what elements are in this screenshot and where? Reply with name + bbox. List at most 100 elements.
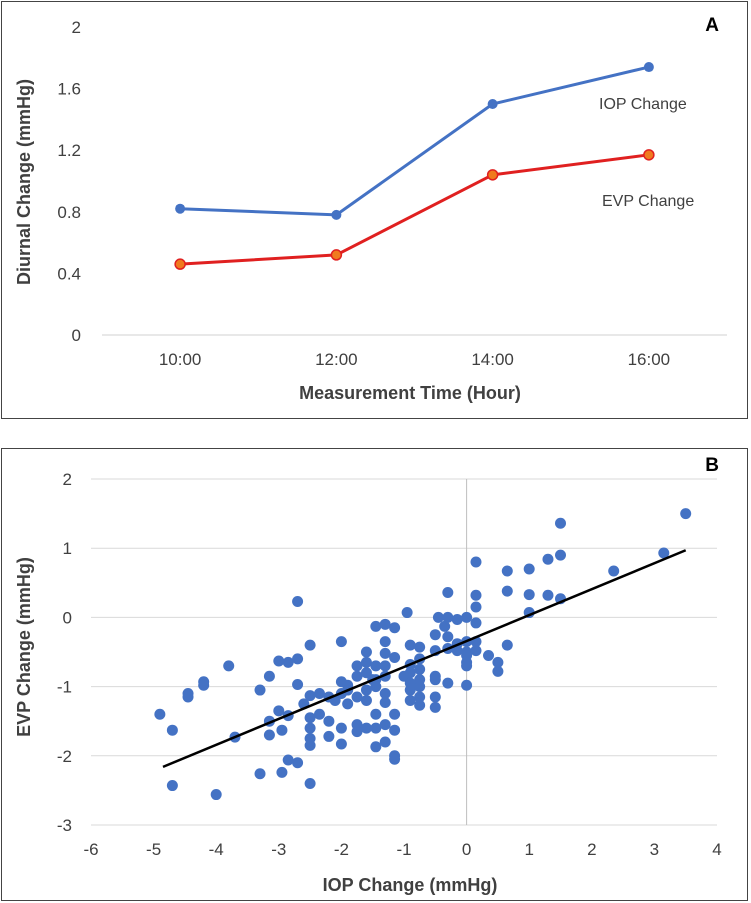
x-tick-label: -6 (83, 840, 98, 859)
scatter-point (304, 712, 316, 724)
scatter-point (166, 724, 178, 736)
scatter-point (470, 589, 482, 601)
scatter-point (342, 698, 354, 710)
scatter-point (370, 722, 382, 734)
scatter-point (470, 645, 482, 657)
scatter-point (555, 517, 566, 529)
series-point-0 (175, 203, 186, 214)
scatter-point (461, 660, 473, 672)
scatter-point (389, 724, 401, 736)
scatter-point (429, 629, 441, 641)
scatter-point (304, 777, 316, 789)
scatter-point (470, 556, 482, 568)
scatter-point (304, 639, 316, 651)
scatter-point (313, 688, 325, 700)
x-tick-label: 10:00 (159, 350, 202, 369)
y-tick-label: 0.4 (57, 264, 81, 283)
y-tick-label: 1 (63, 539, 72, 558)
scatter-point (442, 611, 454, 623)
scatter-point (282, 656, 294, 668)
trendline (162, 549, 687, 769)
scatter-point (379, 688, 391, 700)
x-tick-label: -4 (209, 840, 224, 859)
scatter-point (404, 684, 416, 696)
x-tick-label: 0 (462, 840, 471, 859)
scatter-point (370, 681, 382, 693)
scatter-point (276, 766, 288, 778)
series-line-0 (180, 65, 650, 217)
scatter-point (370, 708, 382, 720)
scatter-point (276, 724, 288, 736)
scatter-point (414, 663, 426, 675)
x-tick-label: 14:00 (471, 350, 514, 369)
scatter-point (379, 736, 391, 748)
scatter-point (461, 679, 473, 691)
scatter-point (292, 679, 304, 691)
series-line-1 (180, 153, 650, 266)
scatter-point (335, 722, 347, 734)
scatter-point (414, 681, 426, 693)
scatter-point (292, 757, 304, 769)
series-point-1 (174, 258, 186, 270)
scatter-point (608, 565, 620, 577)
x-tick-label: -3 (271, 840, 286, 859)
y-tick-label: -2 (57, 747, 72, 766)
series-point-0 (487, 99, 498, 109)
scatter-point (210, 789, 222, 801)
scatter-point (492, 656, 504, 668)
y-tick-label: 1.2 (57, 141, 81, 160)
x-tick-label: 4 (712, 840, 721, 859)
x-tick-label: 1 (524, 840, 533, 859)
y-tick-label: 1.6 (57, 80, 81, 99)
scatter-point (451, 613, 463, 625)
scatter-point (414, 691, 426, 703)
series-label-evp: EVP Change (602, 193, 694, 210)
scatter-point (555, 549, 566, 561)
scatter-point (501, 565, 513, 577)
scatter-point (335, 738, 347, 750)
scatter-point (351, 726, 363, 738)
y-axis-title: Diurnal Change (mmHg) (14, 79, 34, 285)
scatter-point (404, 639, 416, 651)
scatter-point (282, 754, 294, 766)
scatter-point (360, 722, 372, 734)
scatter-point (483, 649, 495, 661)
scatter-point (461, 611, 473, 623)
scatter-point (379, 697, 391, 709)
scatter-point (370, 660, 382, 672)
scatter-point (273, 705, 285, 717)
y-tick-label: -3 (57, 816, 72, 835)
scatter-point (429, 701, 441, 713)
scatter-point (523, 563, 535, 575)
series-point-1 (643, 149, 655, 161)
scatter-point (370, 620, 382, 632)
scatter-chart: -3 -2 -1 0 1 2 -6 -5 -4 -3 -2 -1 0 1 2 3 4 B IOP Change… (14, 455, 722, 895)
scatter-point (389, 753, 401, 765)
scatter-point (432, 611, 444, 623)
scatter-point (542, 553, 554, 565)
scatter-point (379, 618, 391, 630)
scatter-point (351, 670, 363, 682)
series-label-iop: IOP Change (599, 96, 687, 113)
scatter-point (470, 601, 482, 613)
scatter-point (323, 715, 335, 727)
scatter-point (429, 691, 441, 703)
x-tick-label: -5 (146, 840, 161, 859)
scatter-point (370, 741, 382, 753)
y-tick-label: 0.8 (57, 203, 81, 222)
scatter-point (404, 667, 416, 679)
x-tick-label: 12:00 (315, 350, 358, 369)
scatter-point (680, 508, 692, 520)
y-axis-title: EVP Change (mmHg) (14, 557, 34, 737)
scatter-point (360, 684, 372, 696)
scatter-point (360, 656, 372, 668)
scatter-point (304, 722, 316, 734)
y-tick-label: 0 (63, 608, 72, 627)
y-tick-label: 2 (63, 470, 72, 489)
scatter-point (492, 665, 504, 677)
scatter-point (313, 708, 325, 720)
scatter-point (442, 677, 454, 689)
panel-label: B (705, 455, 719, 476)
series-point-1 (486, 169, 499, 181)
scatter-point (404, 694, 416, 706)
